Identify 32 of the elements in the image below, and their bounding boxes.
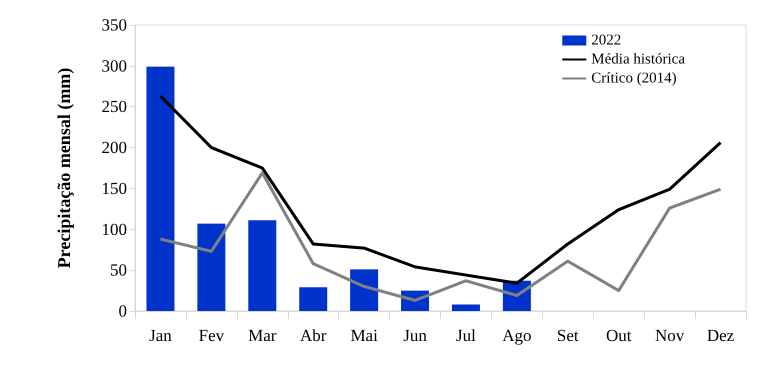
- y-tick-label: 250: [102, 97, 127, 116]
- x-tick-label: Nov: [654, 326, 685, 345]
- legend-label: Crítico (2014): [591, 70, 677, 86]
- x-tick-label: Jun: [403, 326, 428, 345]
- bar: [197, 224, 226, 311]
- y-tick-label: 350: [102, 16, 127, 34]
- y-tick-label: 50: [110, 260, 127, 280]
- y-tick-label: 0: [118, 302, 127, 320]
- y-tick-label: 200: [102, 138, 127, 158]
- x-tick-label: Out: [606, 326, 632, 345]
- y-axis-title: Precipitação mensal (mm): [54, 68, 74, 268]
- bar: [299, 287, 328, 311]
- bar: [248, 220, 276, 311]
- bar: [146, 66, 174, 311]
- y-tick-label: 300: [102, 56, 127, 76]
- y-tick-label: 150: [102, 178, 127, 198]
- bar: [452, 304, 480, 311]
- x-tick-label: Fev: [198, 326, 225, 345]
- x-tick-label: Dez: [706, 326, 735, 345]
- x-tick-label: Abr: [300, 326, 327, 345]
- line-series: [158, 94, 722, 285]
- legend-label: Média histórica: [591, 52, 686, 68]
- legend-label: 2022: [591, 32, 622, 48]
- x-tick-label: Ago: [502, 326, 532, 345]
- bar: [350, 269, 378, 311]
- x-tick-label: Jul: [456, 326, 476, 345]
- x-tick-label: Mai: [350, 326, 378, 345]
- x-tick-label: Mar: [248, 326, 277, 345]
- x-tick-label: Set: [556, 326, 579, 345]
- x-tick-label: Jan: [149, 326, 172, 345]
- line-series: [158, 171, 722, 302]
- y-tick-label: 100: [102, 220, 127, 239]
